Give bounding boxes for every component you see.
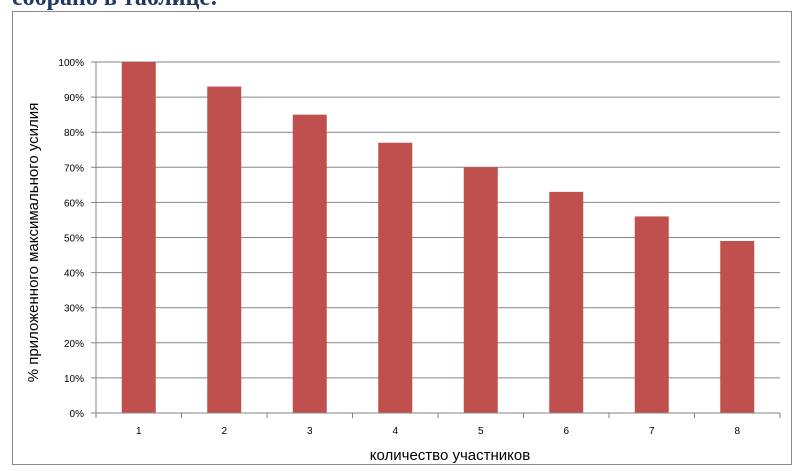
x-tick-labels: 1 2 3 4 5 6 7 8 [136,426,741,437]
y-tick-labels: 0% 10% 20% 30% 40% 50% 60% 70% 80% 90% 100% [58,58,84,420]
x-tick-label: 5 [478,426,484,437]
x-tick-label: 3 [307,426,313,437]
y-tick-label: 0% [70,409,85,420]
y-tick-label: 80% [64,128,84,139]
x-tick-label: 2 [221,426,227,437]
x-tick-label: 1 [136,426,142,437]
y-tick-label: 60% [64,198,84,209]
bars [121,62,755,414]
x-tick-label: 6 [563,426,569,437]
y-tick-label: 70% [64,163,84,174]
y-tick-label: 90% [64,93,84,104]
x-tick-label: 4 [392,426,398,437]
y-tick-label: 100% [58,58,84,69]
bar [463,167,498,413]
x-axis-title: количество участников [370,447,530,464]
bar [634,216,669,413]
y-tick-label: 40% [64,269,84,280]
x-tick-label: 7 [649,426,655,437]
bar [292,114,327,414]
y-tick-label: 30% [64,304,84,315]
y-tick-label: 10% [64,374,84,385]
y-axis-title: % приложенного максимального усилия [25,103,42,383]
x-tick-label: 8 [734,426,740,437]
header-text: собрано в таблице: [12,0,218,12]
bar [549,191,584,413]
gridlines [96,61,780,379]
y-tick-label: 20% [64,339,84,350]
y-tick-label: 50% [64,234,84,245]
axes [91,61,781,418]
bar [720,241,755,413]
bar [121,62,156,413]
bar [207,86,242,413]
bar [378,142,413,414]
